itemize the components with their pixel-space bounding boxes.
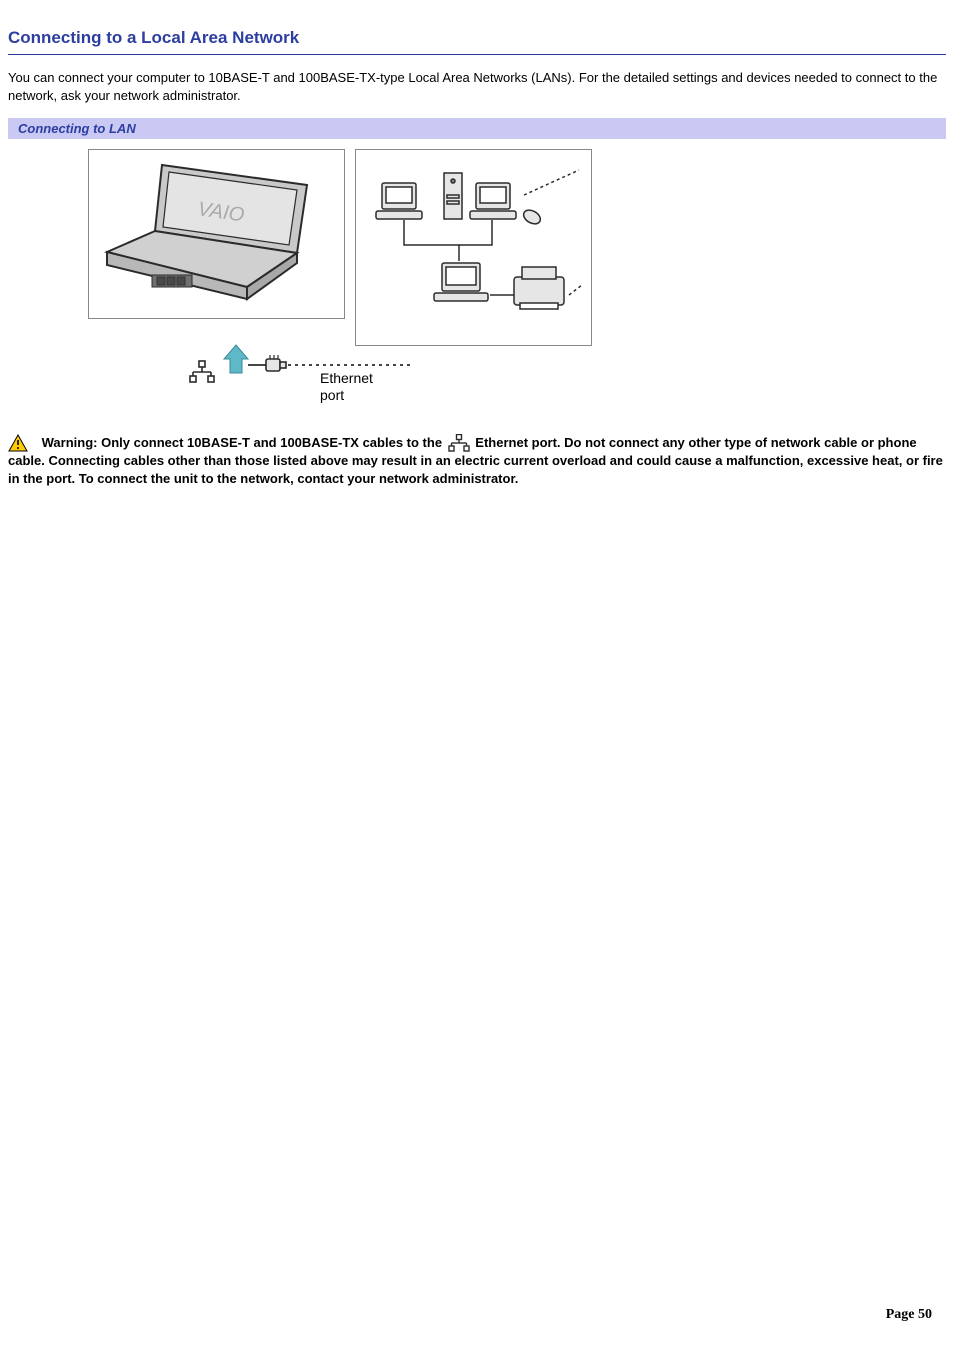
- warning-text-before: Warning: Only connect 10BASE-T and 100BA…: [42, 435, 446, 450]
- laptop-illustration-icon: VAIO: [97, 157, 337, 312]
- port-label-line1: Ethernet: [320, 370, 373, 386]
- network-illustration-icon: [364, 155, 584, 340]
- warning-paragraph: Warning: Only connect 10BASE-T and 100BA…: [8, 434, 946, 488]
- section-subheading: Connecting to LAN: [8, 118, 946, 139]
- figure-container: VAIO: [8, 149, 946, 404]
- figure-panel-network: [355, 149, 592, 346]
- figure-row: VAIO: [88, 149, 946, 346]
- inline-ethernet-icon: [448, 434, 470, 452]
- document-page: Connecting to a Local Area Network You c…: [0, 0, 954, 1351]
- arrow-connector-icon: [222, 343, 412, 383]
- figure-panel-laptop: VAIO: [88, 149, 345, 319]
- warning-triangle-icon: [8, 434, 28, 452]
- ethernet-port-label: Ethernet port: [320, 370, 373, 404]
- intro-paragraph: You can connect your computer to 10BASE-…: [8, 69, 946, 104]
- port-label-line2: port: [320, 387, 344, 403]
- page-number: Page 50: [886, 1307, 932, 1323]
- ethernet-symbol-icon: [188, 360, 216, 384]
- figure-callout: Ethernet port: [88, 340, 946, 404]
- page-title: Connecting to a Local Area Network: [8, 28, 946, 55]
